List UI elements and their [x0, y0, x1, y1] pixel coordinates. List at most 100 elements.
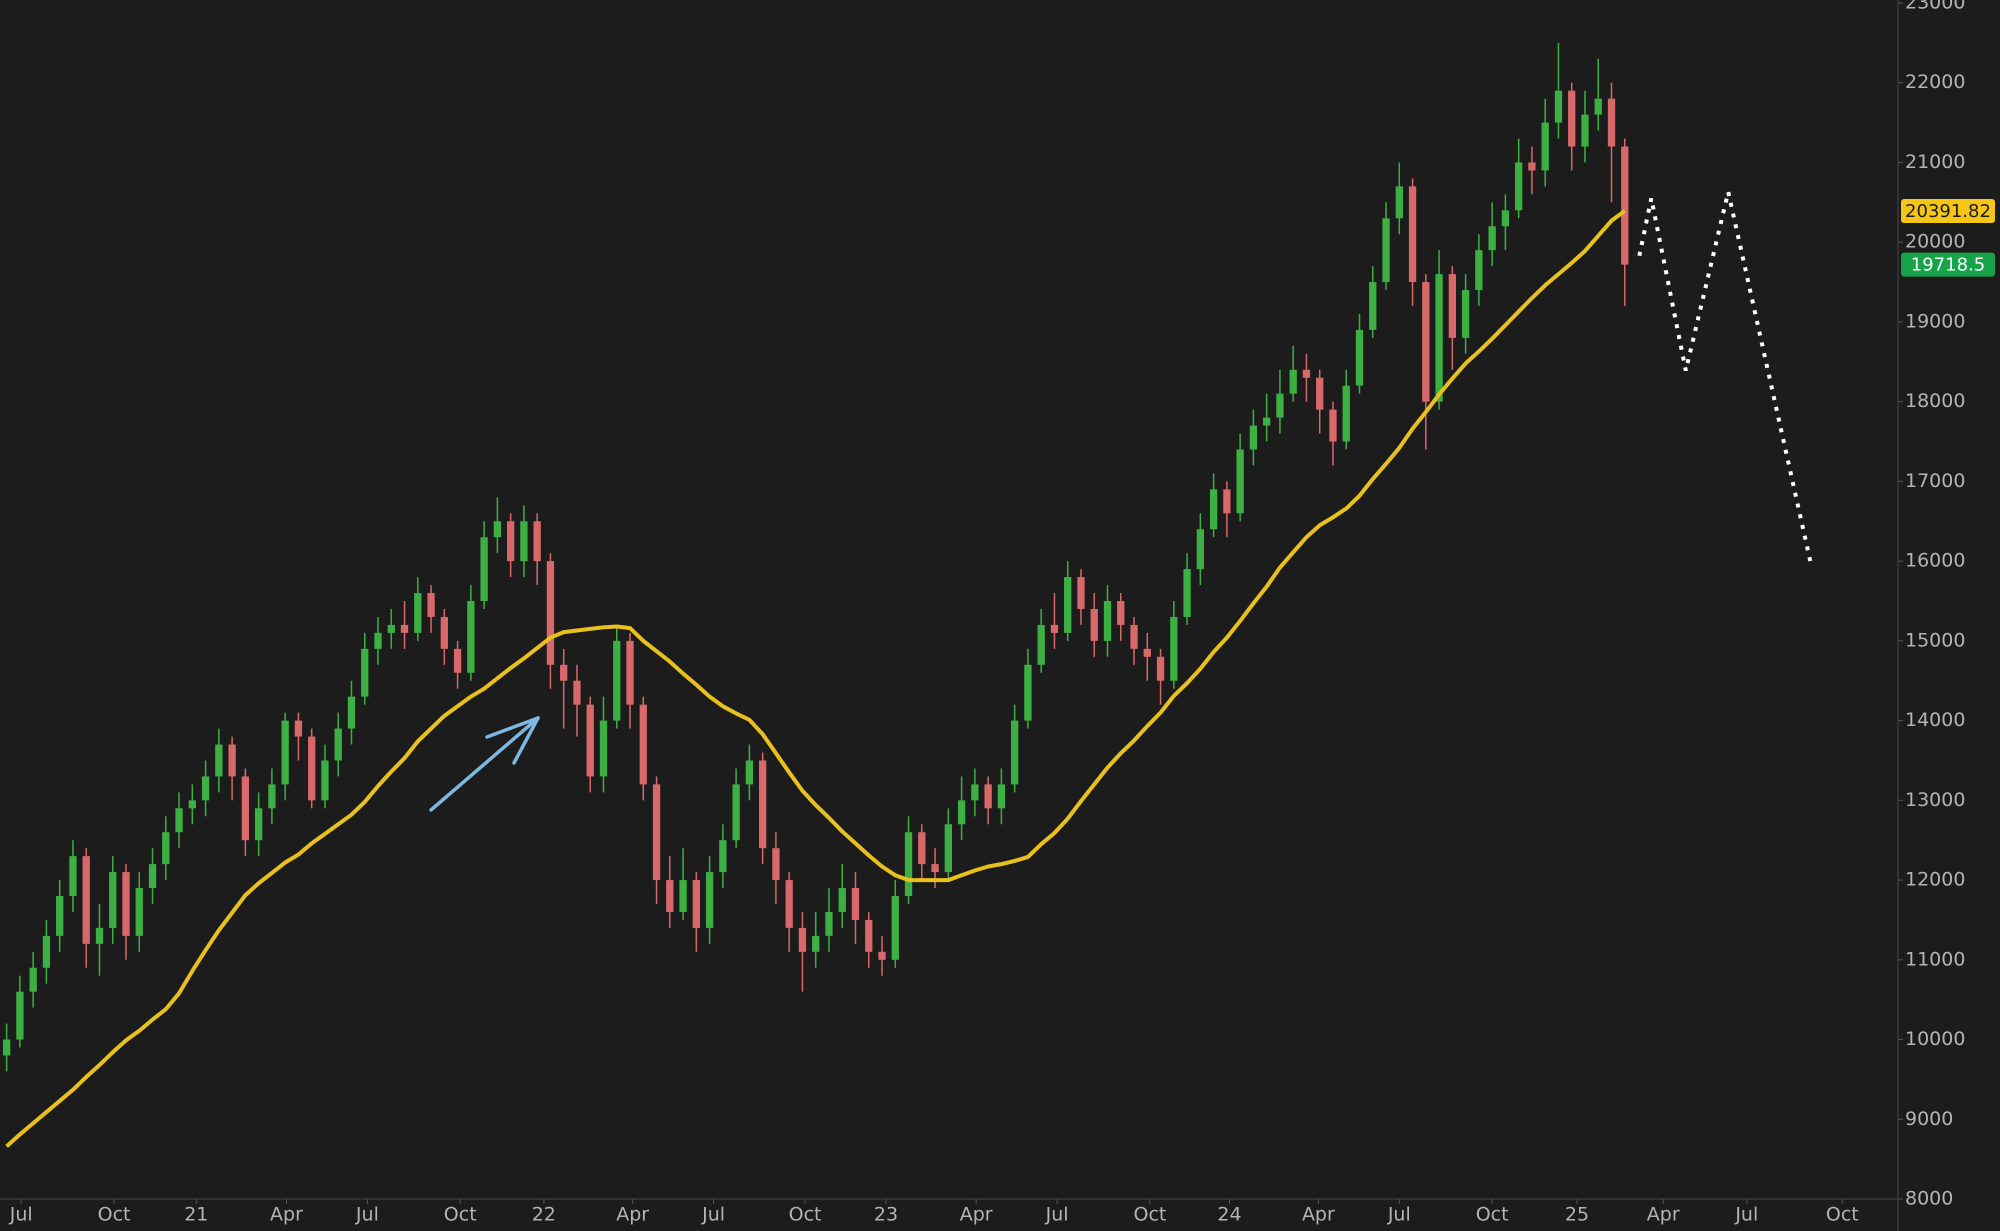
- y-tick-label: 13000: [1905, 789, 1965, 811]
- x-tick-label: Apr: [616, 1204, 649, 1226]
- candle-body: [162, 832, 170, 865]
- candle-body: [560, 664, 568, 681]
- candle-body: [1528, 162, 1536, 171]
- y-tick-label: 16000: [1905, 550, 1965, 572]
- candle-body: [1064, 577, 1072, 633]
- candle-body: [599, 720, 608, 777]
- arrow-shaft: [429, 716, 540, 812]
- x-tick-label: Oct: [1826, 1204, 1859, 1226]
- candle-body: [1488, 226, 1496, 251]
- arrow-head: [485, 716, 540, 739]
- candle-body: [493, 521, 502, 538]
- candle-body: [745, 760, 754, 785]
- candle-body: [732, 784, 740, 841]
- candle-body: [851, 888, 860, 920]
- candle-body: [56, 896, 64, 936]
- x-tick-label: Apr: [1302, 1204, 1335, 1226]
- candle-body: [1342, 385, 1350, 442]
- candle-body: [1037, 624, 1045, 665]
- candle-body: [453, 648, 462, 673]
- candle-body: [347, 696, 356, 729]
- candle-body: [1209, 489, 1218, 530]
- candle-body: [573, 680, 581, 705]
- candle-body: [1501, 210, 1510, 227]
- x-tick-label: 21: [184, 1204, 208, 1226]
- y-tick-label: 14000: [1905, 709, 1965, 731]
- y-tick-label: 10000: [1905, 1028, 1965, 1050]
- candle-body: [148, 864, 157, 889]
- y-tick-label: 11000: [1905, 948, 1965, 970]
- candle-body: [639, 704, 647, 785]
- candle-body: [361, 648, 369, 697]
- candle-body: [971, 784, 979, 801]
- candle-body: [1568, 90, 1576, 147]
- annotation-arrow: [429, 716, 540, 812]
- candle-body: [679, 880, 687, 912]
- candle-body: [997, 784, 1006, 809]
- x-tick-label: 24: [1217, 1204, 1241, 1226]
- candle-body: [1541, 122, 1549, 171]
- y-tick-label: 23000: [1905, 0, 1965, 14]
- candle-body: [1050, 624, 1059, 633]
- candle-body: [480, 537, 488, 601]
- candle-body: [201, 776, 210, 801]
- candle-body: [294, 720, 303, 737]
- candle-body: [533, 521, 541, 562]
- candle-body: [1395, 186, 1403, 219]
- candle-body: [1408, 186, 1417, 283]
- x-tick-label: Apr: [960, 1204, 993, 1226]
- candle-body: [931, 864, 939, 873]
- candle-body: [241, 776, 250, 841]
- candle-body: [215, 744, 223, 777]
- candle-body: [1607, 98, 1616, 147]
- candle-body: [95, 927, 104, 944]
- candle-body: [1236, 449, 1244, 514]
- x-tick-label: Jul: [1734, 1204, 1758, 1226]
- candle-body: [1435, 274, 1443, 402]
- candle-body: [467, 601, 475, 673]
- x-tick-label: Apr: [270, 1204, 303, 1226]
- candle-body: [1024, 664, 1032, 721]
- candle-body: [440, 616, 448, 649]
- candle-body: [1011, 720, 1019, 785]
- candle-body: [1475, 250, 1483, 291]
- candle-body: [2, 1039, 11, 1056]
- candle-body: [957, 800, 966, 825]
- y-tick-label: 17000: [1905, 470, 1965, 492]
- candle-body: [228, 744, 236, 777]
- candle-body: [1090, 608, 1098, 641]
- arrow-head: [512, 716, 540, 765]
- candle-body: [281, 720, 289, 785]
- candle-body: [1183, 569, 1191, 617]
- ma-price-badge-box: [1901, 198, 1995, 223]
- y-tick-label: 15000: [1905, 629, 1965, 651]
- y-tick-label: 18000: [1905, 390, 1965, 412]
- candle-body: [692, 880, 700, 928]
- candle-body: [254, 808, 263, 841]
- candle-body: [546, 561, 555, 665]
- y-tick-label: 12000: [1905, 869, 1965, 891]
- moving-average-line: [5, 209, 1626, 1148]
- candle-body: [82, 856, 90, 944]
- candle-body: [944, 824, 952, 873]
- candle-body: [1382, 218, 1390, 283]
- candle-body: [984, 784, 992, 809]
- x-tick-label: Jul: [1045, 1204, 1069, 1226]
- candle-body: [387, 624, 395, 633]
- candle-body: [1156, 656, 1165, 681]
- x-tick-label: 23: [874, 1204, 898, 1226]
- candle-body: [878, 951, 886, 960]
- x-tick-label: Oct: [1476, 1204, 1509, 1226]
- candle-body: [1103, 601, 1112, 641]
- candle-body: [904, 832, 913, 897]
- x-tick-label: Jul: [701, 1204, 725, 1226]
- candles: [2, 42, 1629, 1072]
- candle-body: [1249, 425, 1258, 450]
- candle-body: [719, 840, 727, 873]
- candle-body: [334, 728, 342, 761]
- candle-body: [1581, 114, 1589, 147]
- x-tick-label: Jul: [355, 1204, 379, 1226]
- candle-body: [825, 911, 833, 936]
- candle-body: [414, 593, 422, 633]
